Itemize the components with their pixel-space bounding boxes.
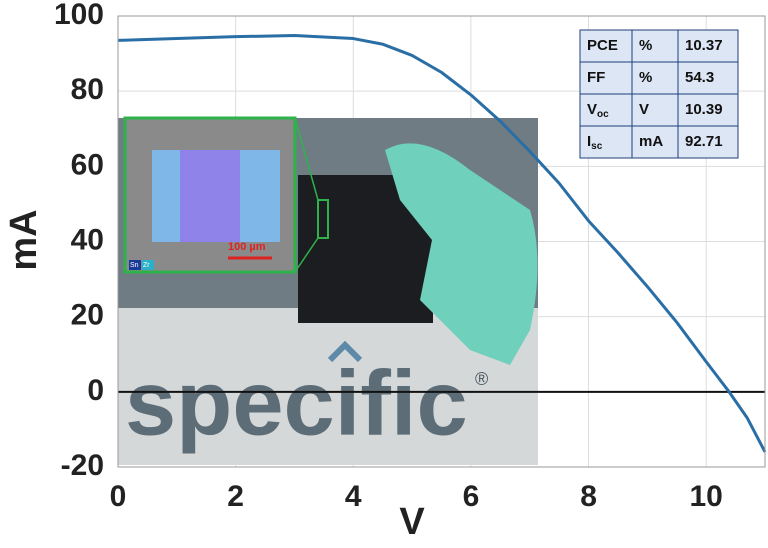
y-tick-label: 80 xyxy=(71,73,104,106)
x-tick-label: 8 xyxy=(580,480,597,513)
zoom-line xyxy=(294,237,319,273)
table-text: 10.39 xyxy=(685,101,723,118)
table-cell xyxy=(631,125,679,159)
y-tick-label: 60 xyxy=(71,148,104,181)
y-tick-label: 0 xyxy=(87,374,104,407)
cell-sub: sc xyxy=(591,141,603,152)
x-tick-label: 2 xyxy=(227,480,244,513)
table-text: 10.37 xyxy=(685,37,723,54)
glove xyxy=(385,143,538,365)
table-text: mA xyxy=(639,133,663,150)
plot xyxy=(117,34,767,453)
table-cell xyxy=(631,29,679,63)
table-text: 54.3 xyxy=(685,69,714,86)
x-tick-label: 10 xyxy=(689,480,722,513)
x-tick-label: 6 xyxy=(463,480,480,513)
logo-icon xyxy=(327,340,363,363)
table-cell xyxy=(631,93,679,127)
table-cell xyxy=(677,61,739,95)
cell-main: V xyxy=(587,101,597,118)
zoom-box xyxy=(317,199,329,239)
y-tick-label: 40 xyxy=(71,223,104,256)
inset-photo: specific ® 100 µm Sn Zr xyxy=(118,116,538,465)
table-text: V xyxy=(639,101,649,118)
iv-curve xyxy=(117,34,767,453)
x-axis-label: V xyxy=(399,501,425,543)
table-text: FF xyxy=(587,69,605,86)
element-swatch xyxy=(129,260,141,270)
x-tick-label: 0 xyxy=(110,480,127,513)
table-text: Isc xyxy=(587,133,603,152)
table-cell xyxy=(579,125,633,159)
y-tick-label: 20 xyxy=(71,299,104,332)
table-cell xyxy=(631,61,679,95)
logo-text: specific xyxy=(125,352,468,454)
x-tick-label: 4 xyxy=(345,480,362,513)
table-cell xyxy=(579,29,633,63)
element-label: Sn xyxy=(130,262,139,269)
table-cell xyxy=(677,93,739,127)
y-tick-label: -20 xyxy=(61,449,104,482)
plot-frame xyxy=(117,15,766,468)
table-cell xyxy=(677,29,739,63)
element-label: Zr xyxy=(143,262,150,269)
table-text: % xyxy=(639,69,652,86)
table-text: PCE xyxy=(587,37,618,54)
logo-trademark: ® xyxy=(475,369,488,389)
table-text: 92.71 xyxy=(685,133,723,150)
element-swatch xyxy=(142,260,154,270)
table-cell xyxy=(677,125,739,159)
scale-bar-label: 100 µm xyxy=(228,241,266,253)
table-text: % xyxy=(639,37,652,54)
sem-region xyxy=(180,150,240,242)
y-tick-label: 100 xyxy=(54,0,104,31)
cell-main: I xyxy=(587,133,591,150)
y-axis-label: mA xyxy=(3,209,45,270)
cell-sub: oc xyxy=(597,109,609,120)
table-text: Voc xyxy=(587,101,609,120)
zoom-line xyxy=(294,117,319,201)
